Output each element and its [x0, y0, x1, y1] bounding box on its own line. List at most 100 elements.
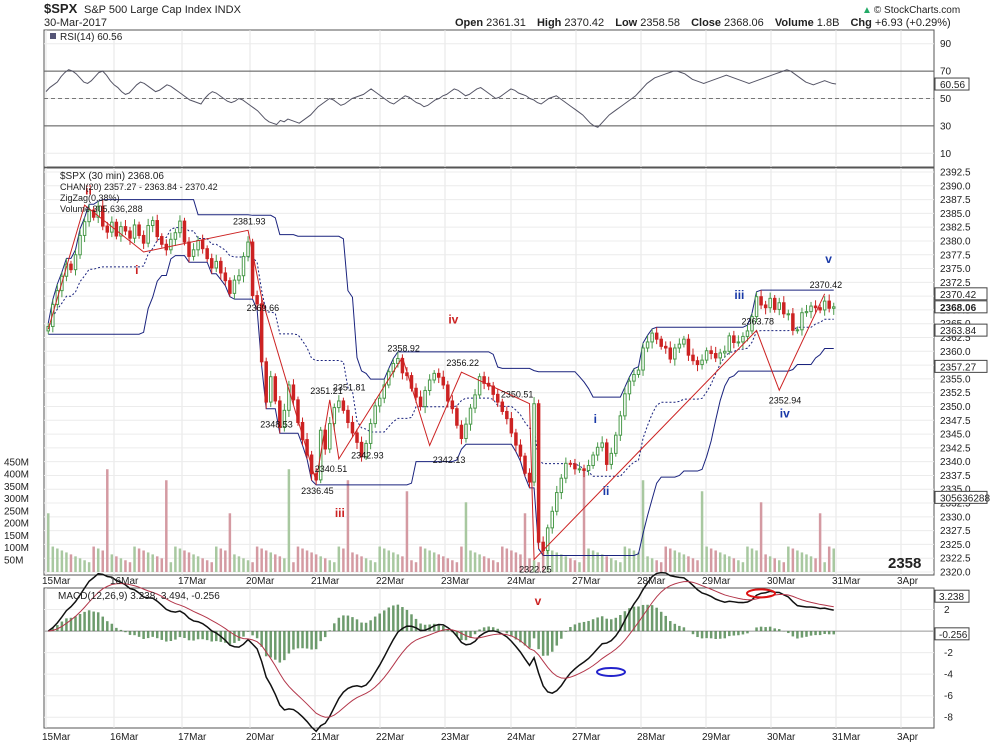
macd-histogram-bar: [369, 620, 372, 632]
candle-body: [609, 452, 614, 465]
candle-body: [232, 279, 237, 294]
date-label-bottom: 20Mar: [246, 732, 275, 743]
macd-histogram-bar: [473, 631, 477, 635]
candle-body: [355, 432, 359, 443]
macd-histogram-bar: [600, 616, 604, 632]
macd-histogram-bar: [827, 631, 831, 635]
macd-histogram-bar: [768, 626, 772, 632]
volume-bar: [106, 469, 109, 572]
volume-bar: [83, 560, 86, 572]
price-tick-label: 2335.0: [940, 485, 971, 496]
volume-bar: [805, 554, 808, 572]
candle-body: [132, 224, 137, 239]
volume-bar: [60, 550, 64, 572]
price-tag-box: [934, 287, 988, 301]
price-tick-label: 2355.0: [940, 374, 971, 385]
macd-histogram-bar: [796, 631, 799, 639]
macd-histogram-bar: [396, 604, 400, 632]
candle-body: [732, 335, 736, 343]
candle-body: [187, 241, 191, 257]
candle-body: [586, 465, 591, 471]
volume-bar: [296, 546, 300, 572]
volume-bar: [796, 550, 799, 572]
macd-histogram-bar: [823, 631, 826, 635]
volume-bar: [455, 562, 459, 572]
volume-bar: [777, 560, 781, 572]
macd-histogram-bar: [673, 623, 677, 632]
candle-body: [695, 360, 700, 366]
candle-body: [600, 442, 604, 448]
macd-histogram-bar: [832, 631, 835, 635]
candle-body: [618, 415, 623, 436]
macd-histogram-bar: [373, 616, 377, 632]
date-label: 15Mar: [42, 576, 71, 587]
date-label-bottom: 24Mar: [507, 732, 536, 743]
macd-histogram-bar: [210, 631, 213, 642]
price-tick-label: 2362.5: [940, 333, 971, 344]
candle-body: [700, 359, 704, 366]
volume-bar: [746, 546, 749, 572]
candle-body: [205, 248, 209, 260]
volume-bar: [346, 480, 350, 572]
pivot-value-label: 2322.25: [519, 565, 552, 575]
rsi-title: RSI(14) 60.56: [60, 32, 123, 43]
channel-layer: [47, 199, 834, 556]
date-label: 22Mar: [376, 576, 405, 587]
price-tick-label: 2390.0: [940, 181, 971, 192]
candle-body: [791, 313, 795, 331]
candle-body: [264, 361, 268, 403]
candle-body: [173, 232, 178, 240]
macd-histogram-bar: [124, 631, 127, 633]
wave-label: iii: [734, 288, 744, 302]
pivot-value-label: 2363.78: [742, 316, 775, 326]
macd-histogram-bar: [355, 619, 359, 632]
symbol: $SPX: [44, 1, 78, 16]
macd-tag-text: -0.256: [939, 630, 968, 641]
volume-bar: [196, 556, 200, 572]
candle-body: [468, 407, 473, 425]
macd-histogram-bar: [737, 631, 740, 636]
macd-histogram-bar: [569, 626, 572, 632]
volume-bar: [314, 554, 318, 572]
macd-tag-box: [934, 627, 970, 641]
candle-body: [146, 225, 150, 244]
macd-signal-line: [48, 581, 834, 718]
volume-tick-label: 200M: [4, 519, 29, 530]
volume-bar: [491, 560, 495, 572]
volume-bar: [519, 554, 522, 572]
macd-histogram-bar: [696, 631, 699, 638]
macd-histogram-bar: [491, 627, 495, 632]
candle-body: [550, 510, 554, 529]
macd-histogram-bar: [237, 631, 241, 641]
price-tick-label: 2337.5: [940, 471, 971, 482]
candle-body: [137, 224, 141, 236]
price-tag-box: [934, 323, 988, 337]
pivot-value-label: 2352.94: [769, 395, 802, 405]
date-label-bottom: 28Mar: [637, 732, 666, 743]
volume-bar: [210, 562, 213, 572]
volume-bar: [691, 558, 695, 572]
macd-histogram-bar: [128, 631, 132, 635]
macd-histogram-bar: [519, 631, 522, 643]
macd-histogram-bar: [296, 631, 300, 649]
volume-bar: [351, 552, 354, 572]
macd-histogram-bar: [678, 625, 681, 632]
wave-label: i: [135, 263, 138, 277]
index-fullname: S&P 500 Large Cap Index: [84, 4, 212, 16]
macd-histogram-bar: [555, 631, 559, 646]
macd-histogram-bar: [101, 616, 105, 632]
candle-body: [250, 241, 255, 297]
macd-histogram-bar: [174, 631, 177, 640]
candle-body: [373, 405, 377, 425]
volume-bar: [550, 550, 554, 572]
candle-body: [718, 352, 722, 359]
volume-bar: [501, 546, 504, 572]
rsi-tag-box: [934, 77, 970, 91]
volume-bar: [360, 556, 363, 572]
macd-histogram-bar: [387, 607, 391, 632]
candle-body: [82, 221, 87, 236]
price-tick-label: 2377.5: [940, 250, 971, 261]
volume-bar: [160, 558, 164, 572]
volume-bar: [246, 560, 250, 572]
volume-bar: [528, 558, 531, 572]
